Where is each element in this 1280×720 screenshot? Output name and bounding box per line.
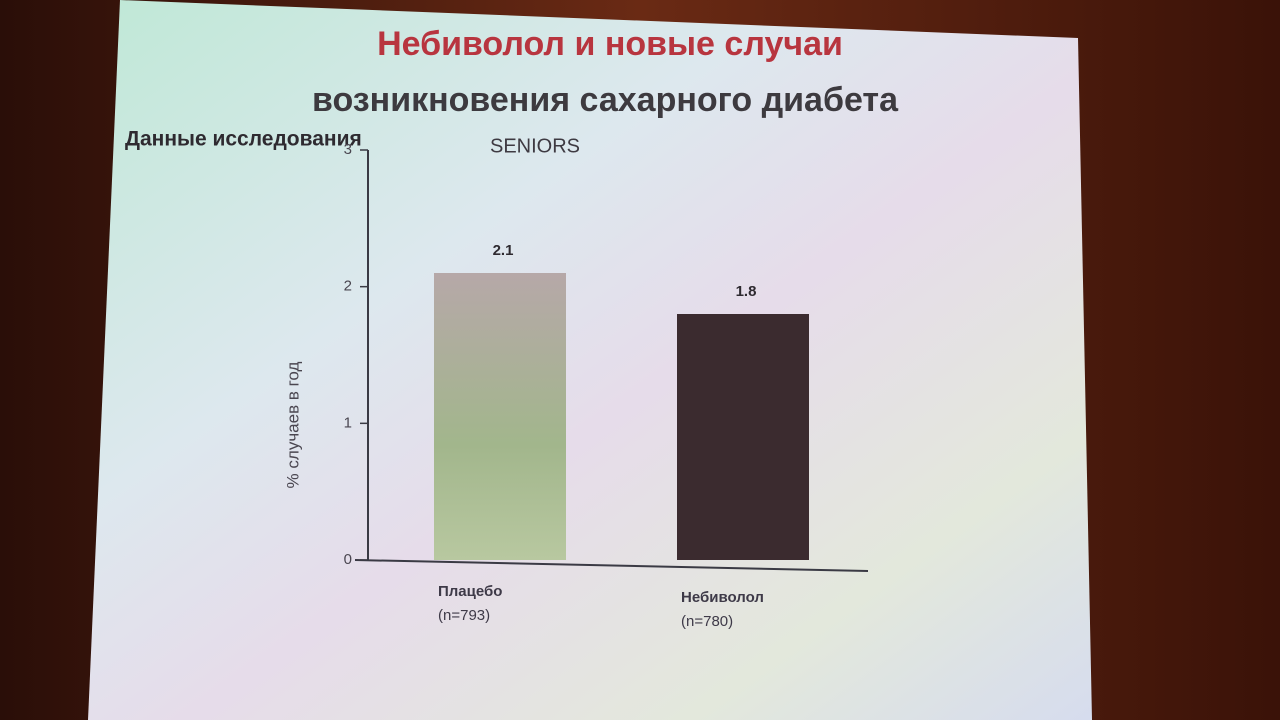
slide <box>88 0 1092 720</box>
x-tick-label: Плацебо <box>438 583 502 600</box>
subtitle: Данные исследования <box>125 128 362 151</box>
subtitle: SENIORS <box>490 135 580 157</box>
bar <box>434 273 566 560</box>
value-label: 1.8 <box>736 283 757 300</box>
x-tick-note: (n=793) <box>438 607 490 624</box>
value-label: 2.1 <box>493 242 514 259</box>
x-tick-label: Небиволол <box>681 589 764 606</box>
y-axis-label: % случаев в год <box>283 361 302 488</box>
bar <box>677 314 809 560</box>
chart-title: Небиволол и новые случаи <box>377 25 843 63</box>
chart-title: возникновения сахарного диабета <box>312 81 899 119</box>
x-axis <box>354 559 869 572</box>
y-tick-label: 0 <box>344 551 352 568</box>
x-tick-note: (n=780) <box>681 613 733 630</box>
y-tick-label: 3 <box>344 141 352 158</box>
y-tick-label: 2 <box>344 278 352 295</box>
y-tick-label: 1 <box>344 414 352 431</box>
